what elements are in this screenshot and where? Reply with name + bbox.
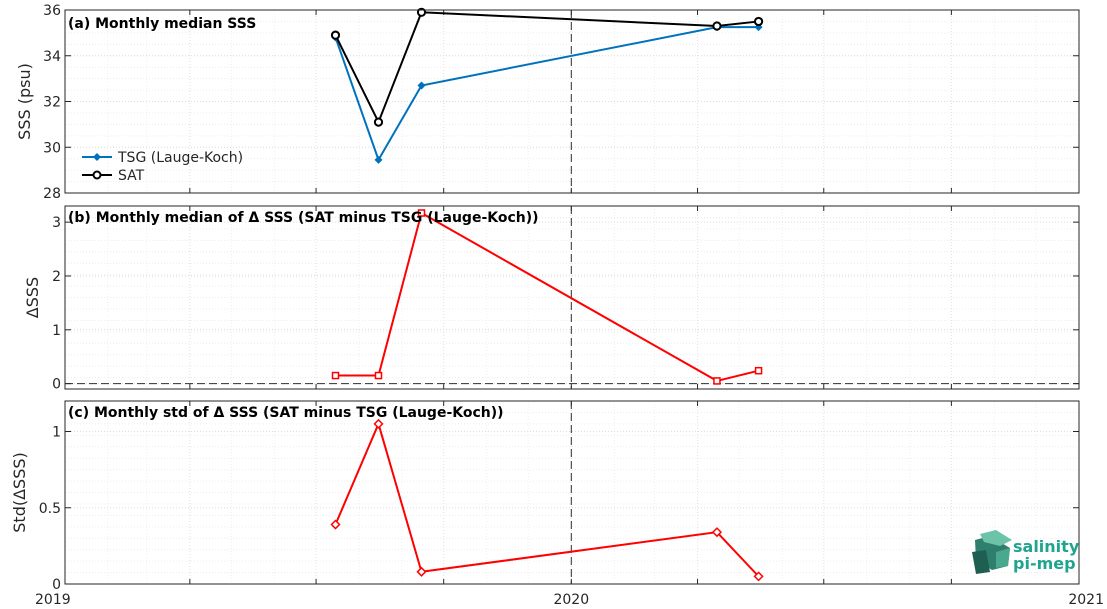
data-point-square	[713, 377, 721, 385]
x-tick-label: 2019	[35, 592, 71, 608]
y-tick-label: 0	[52, 377, 61, 393]
logo-text-salinity: salinity	[1013, 537, 1080, 556]
data-point-diamond	[711, 527, 723, 538]
data-point-diamond	[753, 571, 764, 582]
logo-mark-icon	[972, 530, 1012, 574]
data-point-circle	[373, 117, 384, 127]
y-tick-label: 0	[52, 577, 61, 593]
panel-c-series	[330, 418, 764, 582]
data-point-circle	[330, 30, 341, 40]
panel-c-y-label: Std(ΔSSS)	[10, 452, 29, 532]
panel-b-y-ticks: 0 1 2 3	[52, 215, 1079, 393]
y-tick-label: 0.5	[39, 501, 61, 517]
x-tick-labels: 2019 2020 2021	[35, 592, 1104, 608]
panel-b-frame	[64, 205, 1080, 390]
data-point-diamond	[417, 81, 426, 90]
panel-c-y-ticks: 00.51	[39, 425, 1079, 593]
data-point-square	[754, 366, 763, 375]
y-tick-label: 30	[43, 140, 61, 156]
y-tick-label: 1	[52, 323, 61, 339]
y-tick-label: 28	[43, 186, 61, 202]
panel-c-frame	[64, 400, 1080, 585]
y-tick-label: 3	[52, 215, 61, 231]
data-point-circle	[712, 21, 722, 31]
panel-a-monthly-median-sss: 28 30 32 34 36 (a) Monthly median SSS SSS (p…	[15, 3, 1080, 202]
panel-b-title: (b) Monthly median of Δ SSS (SAT minus T…	[68, 210, 539, 226]
panel-a-y-ticks: 28 30 32 34 36	[43, 3, 1079, 202]
x-tick-label: 2020	[553, 592, 589, 608]
legend-marker-tsg	[93, 153, 101, 161]
panel-c-monthly-std-delta-sss: 00.51 2019 2020 2021 (c) Monthly std of Δ …	[10, 400, 1104, 608]
data-point-diamond	[330, 519, 341, 530]
panel-a-series	[330, 7, 764, 164]
data-point-square	[331, 371, 340, 380]
y-tick-label: 1	[52, 425, 61, 441]
legend-label-tsg: TSG (Lauge-Koch)	[117, 150, 243, 166]
legend-label-sat: SAT	[118, 168, 145, 184]
panel-c-title: (c) Monthly std of Δ SSS (SAT minus TSG …	[68, 405, 504, 421]
data-point-diamond	[373, 418, 384, 429]
y-tick-label: 32	[43, 95, 61, 111]
data-point-square	[374, 371, 383, 380]
panel-b-monthly-median-delta-sss: 0 1 2 3 (b) Monthly median of Δ SSS (SAT mi…	[23, 205, 1080, 393]
y-tick-label: 2	[52, 269, 61, 285]
salinity-pi-mep-logo: salinity pi-mep	[972, 530, 1080, 574]
y-tick-label: 34	[43, 49, 61, 65]
data-point-square	[417, 209, 426, 217]
data-point-circle	[753, 16, 764, 27]
panel-a-title: (a) Monthly median SSS	[68, 16, 256, 32]
data-point-diamond	[416, 566, 427, 577]
logo-text-pi-mep: pi-mep	[1013, 554, 1076, 573]
panel-a-legend: TSG (Lauge-Koch) SAT	[82, 150, 243, 184]
panel-b-series	[331, 209, 763, 385]
panel-a-y-label: SSS (psu)	[15, 63, 34, 140]
panel-b-y-label: ΔSSS	[23, 277, 42, 318]
y-tick-label: 36	[43, 3, 61, 19]
x-tick-label: 2021	[1068, 592, 1104, 608]
legend-marker-sat	[92, 170, 102, 180]
data-point-diamond	[374, 155, 383, 164]
